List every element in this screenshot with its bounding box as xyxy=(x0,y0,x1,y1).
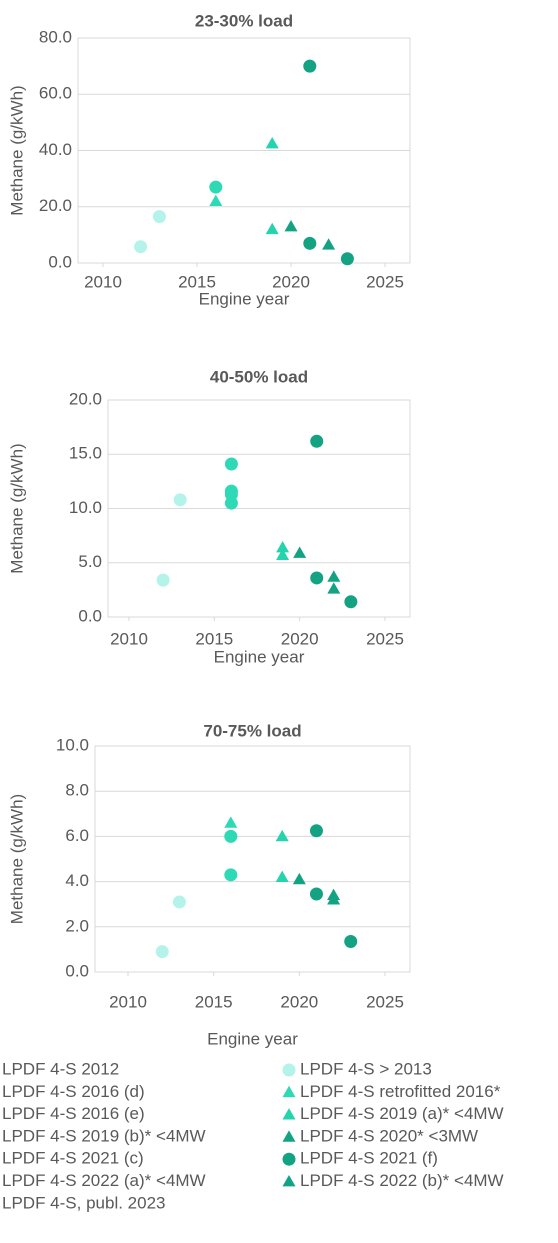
data-point xyxy=(284,219,298,232)
x-tick-label: 2010 xyxy=(110,629,148,648)
y-tick-label: 0.0 xyxy=(78,606,102,625)
y-tick-label: 20.0 xyxy=(69,389,102,408)
data-point xyxy=(292,872,306,885)
data-point xyxy=(327,582,341,594)
x-tick-label: 2020 xyxy=(281,629,319,648)
data-point xyxy=(344,934,358,948)
y-axis-title: Methane (g/kWh) xyxy=(7,794,26,924)
data-point xyxy=(309,824,323,838)
legend-marker xyxy=(282,1085,296,1098)
data-point xyxy=(275,829,289,842)
data-point xyxy=(276,548,290,561)
x-axis-title: Engine year xyxy=(199,289,290,308)
data-point xyxy=(172,895,186,909)
data-point xyxy=(265,136,279,149)
data-point xyxy=(327,570,341,582)
data-point xyxy=(310,571,324,585)
y-tick-label: 0.0 xyxy=(48,252,72,271)
legend-label: LPDF 4-S 2019 (a)* <4MW xyxy=(300,1104,504,1123)
data-point xyxy=(344,595,358,609)
legend-label: LPDF 4-S 2022 (b)* <4MW xyxy=(300,1171,504,1190)
y-tick-label: 20.0 xyxy=(39,196,72,215)
legend-marker xyxy=(282,1175,296,1187)
x-tick-label: 2025 xyxy=(366,629,404,648)
data-point xyxy=(155,945,169,959)
legend-label: LPDF 4-S > 2013 xyxy=(300,1059,432,1078)
x-tick-label: 2015 xyxy=(178,272,216,291)
chart-title: 70-75% load xyxy=(203,721,301,740)
y-tick-label: 15.0 xyxy=(69,444,102,463)
data-point xyxy=(209,180,223,194)
legend-label: LPDF 4-S 2016 (d) xyxy=(2,1082,145,1101)
x-tick-label: 2010 xyxy=(109,992,147,1011)
data-point xyxy=(327,893,341,905)
data-point xyxy=(224,496,238,510)
y-tick-label: 10.0 xyxy=(69,498,102,517)
legend-marker xyxy=(282,1108,296,1120)
data-point xyxy=(322,238,336,250)
data-point xyxy=(152,210,166,224)
y-tick-label: 5.0 xyxy=(78,552,102,571)
y-tick-label: 2.0 xyxy=(65,916,89,935)
chart-title: 23-30% load xyxy=(195,11,293,30)
data-point xyxy=(209,194,223,206)
legend-label: LPDF 4-S 2016 (e) xyxy=(2,1104,145,1123)
y-tick-label: 60.0 xyxy=(39,84,72,103)
x-axis-title: Engine year xyxy=(214,647,305,666)
legend-label: LPDF 4-S 2012 xyxy=(2,1059,119,1078)
legend-label: LPDF 4-S 2020* <3MW xyxy=(300,1126,478,1145)
data-point xyxy=(156,573,170,587)
y-axis-title: Methane (g/kWh) xyxy=(7,85,26,215)
y-axis-title: Methane (g/kWh) xyxy=(7,443,26,573)
data-point xyxy=(224,816,238,828)
legend-marker xyxy=(282,1063,296,1077)
y-tick-label: 40.0 xyxy=(39,140,72,159)
y-tick-label: 10.0 xyxy=(56,735,89,754)
y-tick-label: 80.0 xyxy=(39,27,72,46)
chart-title: 40-50% load xyxy=(210,367,308,386)
x-axis-title: Engine year xyxy=(207,1029,298,1048)
legend-marker xyxy=(282,1130,296,1142)
data-point xyxy=(303,59,317,73)
legend-label: LPDF 4-S 2021 (f) xyxy=(300,1149,438,1168)
legend-label: LPDF 4-S 2019 (b)* <4MW xyxy=(2,1126,206,1145)
y-tick-label: 6.0 xyxy=(65,826,89,845)
data-point xyxy=(310,434,324,448)
data-point xyxy=(173,493,187,507)
data-point xyxy=(265,222,279,235)
data-point xyxy=(224,457,238,471)
x-tick-label: 2020 xyxy=(272,272,310,291)
x-tick-label: 2020 xyxy=(280,992,318,1011)
x-tick-label: 2025 xyxy=(366,992,404,1011)
plot-frame xyxy=(94,745,411,973)
data-point xyxy=(309,887,323,901)
data-point xyxy=(293,546,307,558)
legend-marker xyxy=(282,1152,296,1166)
x-tick-label: 2010 xyxy=(84,272,122,291)
data-point xyxy=(224,829,238,843)
legend-label: LPDF 4-S 2022 (a)* <4MW xyxy=(2,1171,206,1190)
data-point xyxy=(303,236,317,250)
legend-label: LPDF 4-S, publ. 2023 xyxy=(2,1193,165,1212)
legend-label: LPDF 4-S 2021 (c) xyxy=(2,1149,144,1168)
data-point xyxy=(134,240,148,254)
data-point xyxy=(276,541,290,553)
y-tick-label: 4.0 xyxy=(65,871,89,890)
x-tick-label: 2015 xyxy=(195,629,233,648)
y-tick-label: 0.0 xyxy=(65,961,89,980)
data-point xyxy=(224,868,238,882)
data-point xyxy=(275,870,289,882)
legend-label: LPDF 4-S retrofitted 2016* xyxy=(300,1082,501,1101)
y-tick-label: 8.0 xyxy=(65,781,89,800)
x-tick-label: 2025 xyxy=(366,272,404,291)
data-point xyxy=(340,252,354,266)
x-tick-label: 2015 xyxy=(195,992,233,1011)
